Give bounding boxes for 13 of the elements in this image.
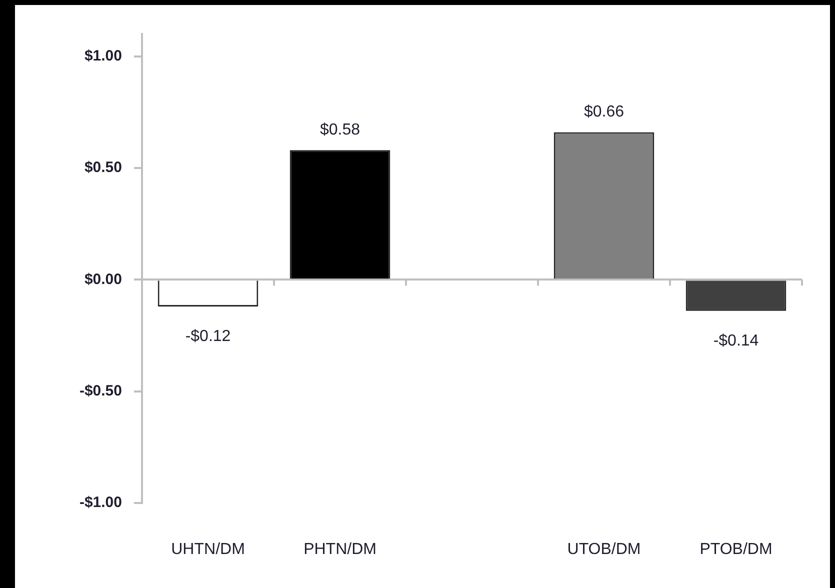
y-tick-label: -$1.00 xyxy=(79,494,122,512)
y-tick-label: $1.00 xyxy=(84,47,122,64)
x-tick-label: PHTN/DM xyxy=(304,541,376,558)
y-tick-label: $0.00 xyxy=(84,270,122,288)
x-tick-label: UTOB/DM xyxy=(567,541,641,558)
data-label: -$0.14 xyxy=(713,332,759,350)
data-label: -$0.12 xyxy=(185,328,231,345)
y-tick-label: $0.50 xyxy=(84,159,122,176)
data-label: $0.66 xyxy=(584,104,624,121)
y-tick-label: -$0.50 xyxy=(79,382,122,400)
x-tick-label: UHTN/DM xyxy=(171,541,245,558)
data-label: $0.58 xyxy=(320,122,360,139)
x-tick-label: PTOB/DM xyxy=(700,541,772,558)
